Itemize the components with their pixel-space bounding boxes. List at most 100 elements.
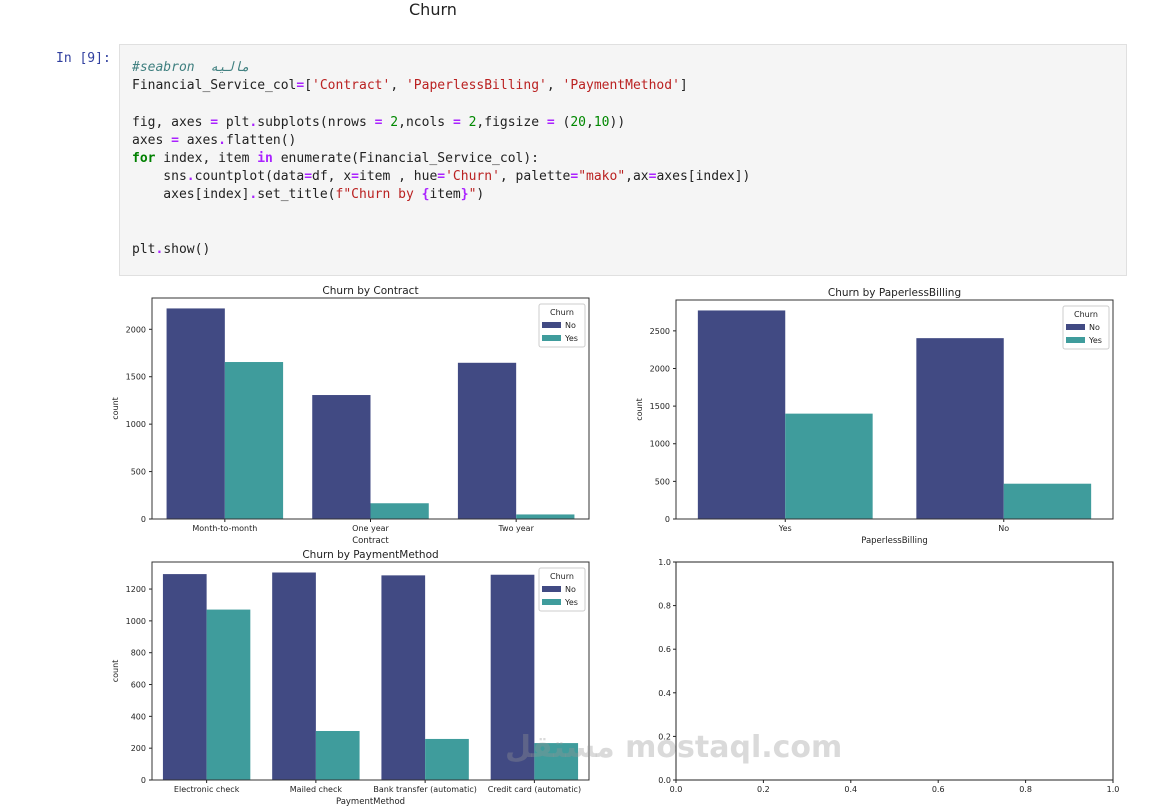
watermark-logo: مستقل mostaql.com (505, 730, 843, 765)
y-tick-label: 2000 (126, 325, 146, 334)
y-tick-label: 1500 (650, 402, 670, 411)
code-token: 'PaperlessBilling' (405, 78, 547, 94)
bar-no (697, 310, 786, 519)
y-tick-label: 0.6 (658, 645, 671, 654)
legend-label: Yes (564, 598, 578, 607)
bar-no (457, 362, 517, 519)
code-token: set_title( (257, 187, 336, 203)
y-tick-label: 500 (655, 477, 670, 486)
code-token: . (249, 187, 258, 203)
y-tick-label: 200 (131, 744, 146, 753)
code-token: item , hue (359, 169, 438, 185)
code-token: flatten() (225, 132, 297, 148)
y-axis-label: count (635, 398, 644, 421)
y-axis-label: count (111, 397, 120, 420)
code-token: in (257, 151, 273, 167)
code-token: = (304, 169, 313, 185)
y-tick-label: 2500 (650, 327, 670, 336)
code-editor[interactable]: #seabron ماليه Financial_Service_col=['C… (132, 59, 750, 259)
cell-prompt: In [9]: (56, 51, 111, 66)
code-token: axes[index] (132, 187, 250, 203)
x-tick-label: 0.2 (757, 785, 770, 794)
x-tick-label: 1.0 (1107, 785, 1120, 794)
code-token: = (171, 132, 179, 148)
y-tick-label: 0 (665, 515, 670, 524)
subplot-4: 0.0 0.2 0.4 0.6 0.8 1.0 0.0 0.2 0.4 0.6 0.8 1.0 (658, 558, 1119, 794)
subplot-3: Churn by PaymentMethod Electronic check Ma… (111, 549, 590, 807)
code-token: show() (163, 242, 211, 258)
code-token: = (210, 114, 219, 130)
legend-title: Churn (550, 572, 574, 581)
code-token: Financial_Service_col (132, 78, 297, 94)
y-axis-label: count (111, 660, 120, 683)
code-cell[interactable]: #seabron ماليه Financial_Service_col=['C… (119, 44, 1127, 276)
y-tick-label: 1000 (650, 440, 670, 449)
x-axis-label: Contract (352, 536, 389, 546)
bar-yes (206, 609, 251, 780)
bar-yes (1003, 483, 1092, 519)
code-token: = (351, 169, 359, 185)
code-token: 'Churn' (445, 169, 500, 185)
y-tick-label: 0.4 (658, 689, 671, 698)
figure: Churn by Contract Month-to-month One year T… (111, 285, 1119, 807)
code-token: , (546, 78, 563, 94)
bar-yes (425, 738, 469, 780)
legend-swatch (542, 599, 561, 605)
legend: Churn No Yes (538, 303, 586, 348)
y-tick-label: 0.8 (658, 602, 671, 611)
x-tick-label: Month-to-month (192, 524, 257, 533)
y-tick-label: 500 (131, 468, 146, 477)
code-token: enumerate(Financial_Service_col): (272, 151, 539, 167)
code-token: df, x (312, 169, 352, 185)
chart-title: Churn by Contract (322, 285, 418, 297)
legend-title: Churn (1074, 310, 1098, 319)
bar-no (166, 308, 225, 519)
y-tick-label: 1000 (126, 617, 146, 626)
y-tick-label: 1000 (126, 420, 146, 429)
x-tick-label: No (998, 524, 1009, 533)
subplot-1: Churn by Contract Month-to-month One year T… (111, 285, 590, 546)
code-token: subplots(nrows (257, 114, 375, 130)
y-tick-label: 0 (141, 515, 146, 524)
code-token: fig, axes (132, 114, 211, 130)
x-tick-label: 0.4 (844, 785, 857, 794)
axes-frame (675, 299, 1114, 520)
code-token: countplot(data (194, 169, 305, 185)
x-tick-label: Bank transfer (automatic) (373, 785, 476, 794)
code-token: plt (132, 242, 156, 258)
axes-frame (151, 561, 590, 781)
code-token: plt (218, 114, 250, 130)
y-tick-label: 0.0 (658, 776, 671, 785)
bar-yes (370, 503, 429, 519)
code-token: 20 (570, 114, 587, 130)
y-tick-label: 1.0 (658, 558, 671, 567)
legend-swatch (1066, 324, 1085, 330)
legend: Churn No Yes (1062, 305, 1110, 350)
code-token: = (452, 114, 461, 130)
code-token: = (437, 169, 446, 185)
code-token: ] (679, 78, 688, 94)
code-token: { (421, 187, 430, 203)
bar-yes (516, 514, 575, 519)
code-token: )) (609, 114, 626, 130)
code-token: ) (476, 187, 485, 203)
y-tick-label: 2000 (650, 364, 670, 373)
code-token: ( (554, 114, 571, 130)
code-token: . (249, 114, 258, 130)
code-token: 'Contract' (312, 78, 391, 94)
x-tick-label: Mailed check (290, 785, 343, 794)
code-token: [ (304, 78, 313, 94)
code-token: " (468, 187, 477, 203)
x-tick-label: Credit card (automatic) (488, 785, 581, 794)
legend-title: Churn (550, 308, 574, 317)
code-token: = (296, 78, 305, 94)
code-token: 'PaymentMethod' (562, 78, 680, 94)
code-token: = (546, 114, 555, 130)
y-tick-label: 0 (141, 776, 146, 785)
output-heading: Churn (409, 0, 457, 19)
x-tick-label: Electronic check (174, 785, 240, 794)
bar-no (916, 338, 1004, 519)
bar-no (272, 572, 316, 780)
y-tick-label: 600 (131, 681, 146, 690)
x-axis-label: PaperlessBilling (861, 536, 928, 546)
